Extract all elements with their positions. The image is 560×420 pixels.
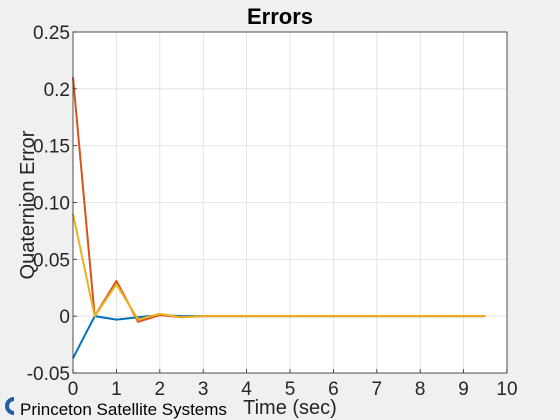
x-tick-label: 3 xyxy=(198,379,209,400)
y-tick-label: 0.25 xyxy=(33,23,70,44)
x-tick-label: 6 xyxy=(328,379,339,400)
y-tick-label: 0 xyxy=(59,307,70,328)
watermark: Princeton Satellite Systems xyxy=(5,397,227,419)
x-tick-label: 0 xyxy=(68,379,79,400)
x-tick-label: 4 xyxy=(241,379,252,400)
x-tick-label: 8 xyxy=(415,379,426,400)
x-tick-label: 10 xyxy=(496,379,517,400)
x-tick-label: 9 xyxy=(458,379,469,400)
y-tick-label: 0.2 xyxy=(44,80,70,101)
y-tick-label: 0.10 xyxy=(33,194,70,215)
y-tick-label: 0.05 xyxy=(33,250,70,271)
series-lines xyxy=(72,77,486,359)
x-axis-label: Time (sec) xyxy=(243,397,337,419)
y-tick-label: -0.05 xyxy=(27,364,70,385)
watermark-logo-icon xyxy=(5,397,15,415)
x-tick-label: 2 xyxy=(155,379,166,400)
x-tick-label: 5 xyxy=(285,379,296,400)
series-line-3 xyxy=(72,213,486,321)
x-tick-label: 7 xyxy=(372,379,383,400)
chart-title: Errors xyxy=(247,4,313,29)
watermark-text: Princeton Satellite Systems xyxy=(20,400,227,419)
x-tick-label: 1 xyxy=(111,379,122,400)
y-tick-label: 0.15 xyxy=(33,137,70,158)
y-axis-label: Quaternion Error xyxy=(17,130,39,279)
